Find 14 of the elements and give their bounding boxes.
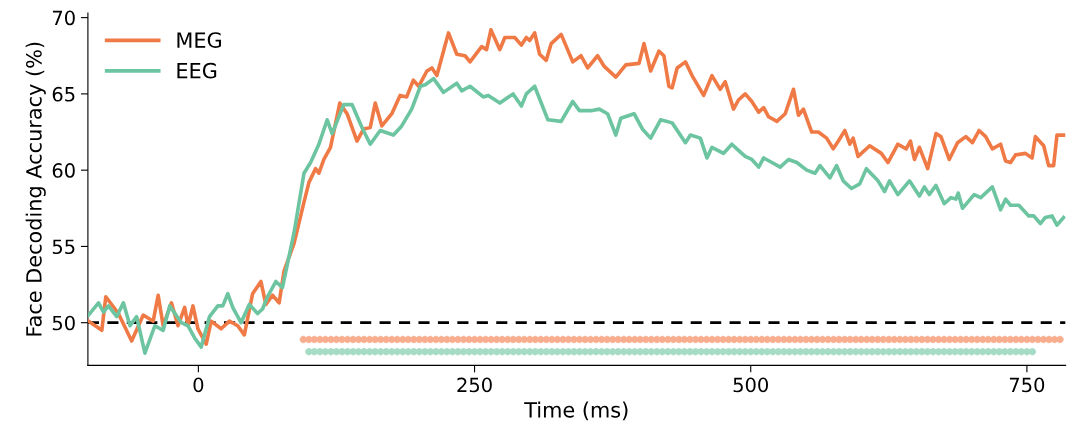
legend-label: MEG <box>177 32 221 48</box>
x-axis-title: Time (ms) <box>524 401 628 421</box>
y-tick-label: 65 <box>52 86 75 102</box>
y-tick-label: 70 <box>52 10 75 26</box>
legend-label: EEG <box>177 62 217 79</box>
x-tick-label: 750 <box>1009 377 1045 393</box>
x-tick-label: 500 <box>733 377 768 393</box>
y-axis-title: Face Decoding Accuracy (%) <box>25 42 46 336</box>
y-tick-label: 50 <box>52 315 75 331</box>
x-tick-label: 0 <box>193 377 204 393</box>
y-tick-label: 60 <box>52 163 75 178</box>
line-series <box>87 28 1066 346</box>
x-tick-label: 250 <box>457 377 492 393</box>
y-tick-label: 55 <box>52 239 75 255</box>
